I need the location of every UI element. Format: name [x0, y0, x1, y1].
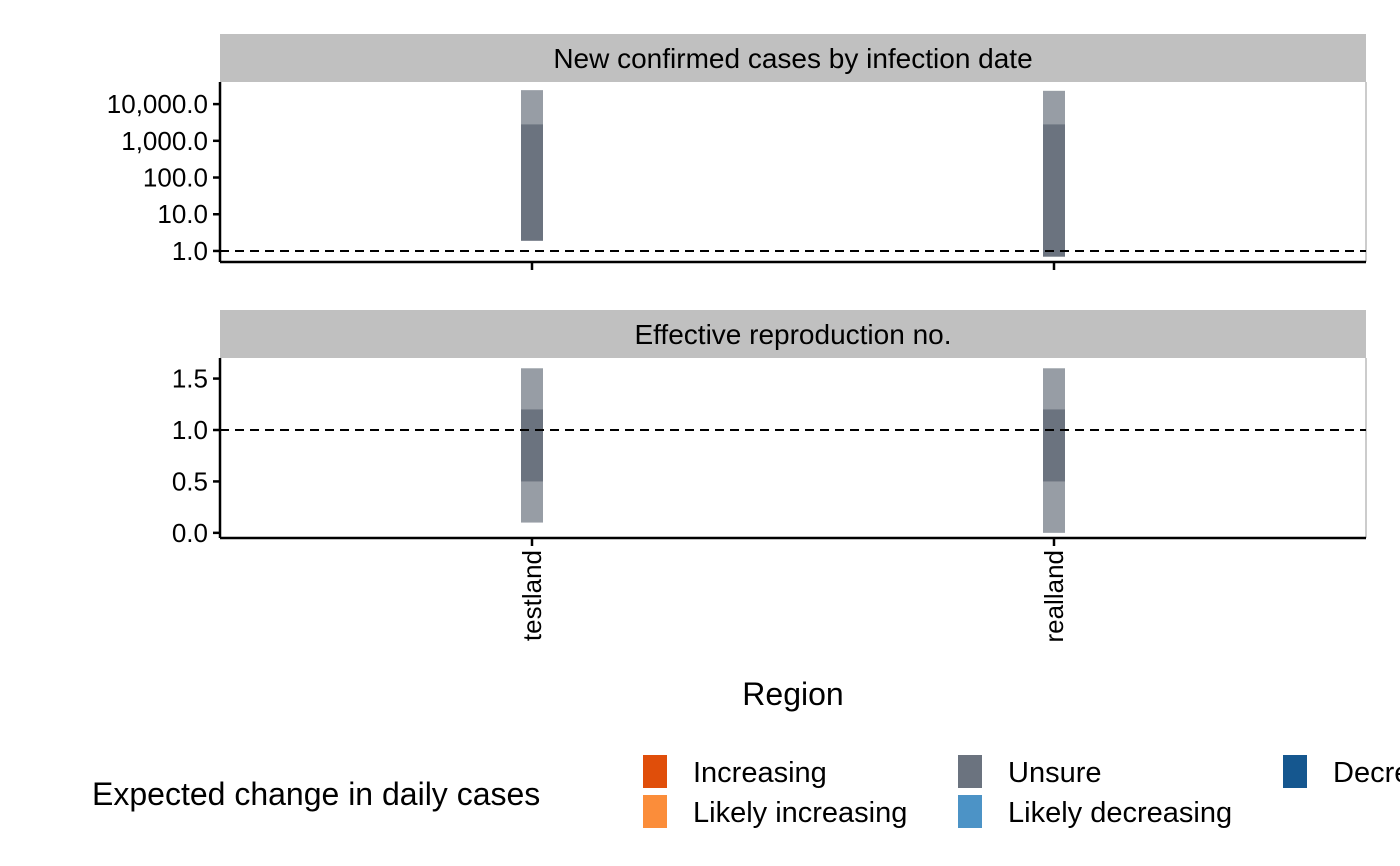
panel-reff-strip	[220, 310, 1366, 358]
legend-swatch	[643, 795, 667, 828]
panel-reff-y-ticks: 0.0 0.5 1.0 1.5	[172, 364, 220, 548]
legend-swatch	[958, 755, 982, 788]
panel-reff-bars	[521, 368, 1065, 533]
legend-title: Expected change in daily cases	[92, 776, 540, 812]
legend-label: Likely increasing	[693, 797, 907, 829]
panel-reff-title: Effective reproduction no.	[634, 319, 951, 350]
y-tick-label: 1,000.0	[121, 126, 208, 156]
legend-label: Unsure	[1008, 757, 1102, 789]
legend-label: Likely decreasing	[1008, 797, 1232, 829]
bar-inner-realland	[1043, 124, 1065, 257]
bar-inner-testland	[521, 124, 543, 241]
panel-cases-bars	[521, 90, 1065, 257]
panel-cases-strip	[220, 34, 1366, 82]
legend-swatch	[643, 755, 667, 788]
panel-cases: New confirmed cases by infection date 1.…	[107, 34, 1367, 270]
y-tick-label: 1.0	[172, 236, 208, 266]
y-tick-label: 1.0	[172, 415, 208, 445]
y-tick-label: 10,000.0	[107, 89, 208, 119]
x-tick-label-realland: realland	[1039, 550, 1069, 643]
y-tick-label: 0.0	[172, 518, 208, 548]
bar-inner-realland	[1043, 409, 1065, 482]
x-axis-title: Region	[742, 676, 843, 712]
panel-reff: Effective reproduction no. 0.0 0.5 1.0 1.5	[172, 310, 1367, 548]
panel-cases-y-ticks: 1.0 10.0 100.0 1,000.0 10,000.0	[107, 89, 220, 266]
x-tick-label-testland: testland	[517, 550, 547, 641]
x-axis-labels: testland realland	[517, 550, 1069, 643]
y-tick-label: 1.5	[172, 364, 208, 394]
bar-inner-testland	[521, 409, 543, 482]
y-tick-label: 10.0	[157, 199, 208, 229]
legend-label: Decreasing	[1333, 757, 1400, 789]
legend-swatch	[1283, 755, 1307, 788]
legend-swatch	[958, 795, 982, 828]
y-tick-label: 0.5	[172, 466, 208, 496]
panel-reff-x-ticks	[530, 538, 1056, 546]
panel-cases-x-ticks	[530, 262, 1056, 270]
panel-cases-title: New confirmed cases by infection date	[553, 43, 1032, 74]
legend-items: Increasing Likely increasing Unsure Likely …	[643, 755, 1400, 829]
legend-label: Increasing	[693, 757, 827, 789]
legend: Expected change in daily cases Increasin…	[92, 755, 1400, 829]
y-tick-label: 100.0	[143, 163, 208, 193]
